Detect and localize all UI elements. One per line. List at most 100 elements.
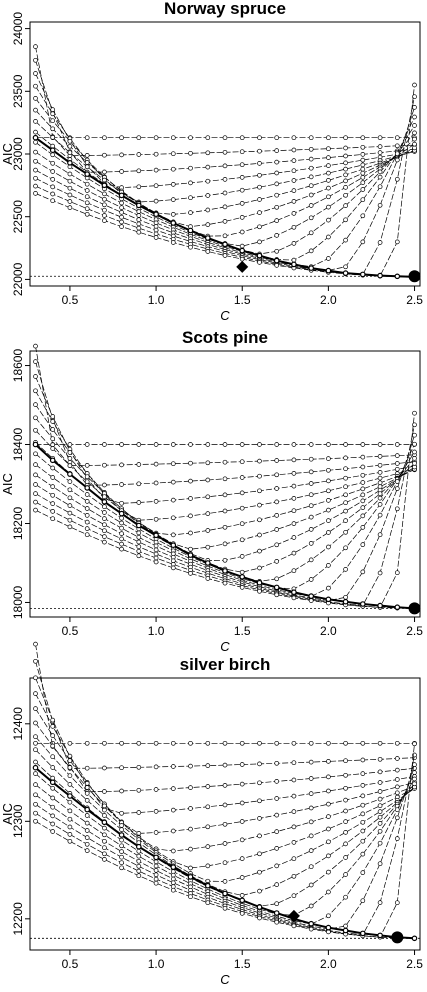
aic-curve-line [35,131,415,247]
aic-curve-point [394,442,400,447]
aic-curve-point [67,517,73,523]
aic-curve-point [326,518,331,523]
aic-curve-point [360,498,366,504]
aic-curve-point [170,880,176,886]
aic-curve-point [274,192,280,198]
aic-curve-point [33,374,38,379]
aic-curve-point [394,466,400,472]
aic-curve-point [274,796,280,801]
highlight-curve-point [222,568,228,574]
aic-curve-point [67,185,73,191]
aic-curve-point [274,592,280,598]
highlight-curve-point [394,273,401,280]
aic-curve-point [136,810,142,815]
aic-curve-point [394,836,400,841]
aic-curve-point [274,882,280,887]
chart-title: silver birch [180,655,271,674]
highlight-curve-point [205,560,211,566]
aic-curve-point [153,480,159,486]
aic-curve-point [50,419,56,424]
aic-curve-point [188,785,193,790]
aic-curve-point [394,784,400,790]
aic-curve-point [412,422,417,428]
y-tick-label: 18200 [11,506,25,540]
aic-curve-point [33,691,38,696]
aic-curve-point [170,212,176,217]
aic-curve-point [170,786,176,791]
aic-curve-point [343,178,348,184]
aic-curve-point [153,235,159,240]
highlight-curve-point [377,272,383,279]
aic-curve-point [360,144,366,150]
aic-curve-point [360,811,366,817]
aic-curve-line [35,390,415,521]
y-tick-label: 23000 [11,137,25,171]
aic-curve-point [343,217,348,223]
aic-curve-point [377,512,383,518]
aic-curve-point [153,880,159,886]
aic-curve-point [153,868,159,873]
aic-curve-point [377,495,383,501]
y-axis-label: AIC [0,143,15,165]
highlight-curve-point [84,171,91,177]
aic-curve-point [84,479,90,485]
aic-curve-point [222,841,228,846]
aic-curve-point [50,829,56,834]
aic-curve-point [308,833,314,839]
aic-curve-point [412,82,417,88]
aic-curve-point [33,427,38,433]
aic-curve-point [136,213,142,218]
y-tick-label: 12400 [11,707,25,741]
aic-curve-point [360,783,366,788]
aic-curve-point [257,915,262,921]
highlight-curve-point [187,552,194,558]
aic-curve-point [412,105,417,110]
aic-curve-point [119,531,124,536]
aic-curve-point [257,442,262,447]
aic-curve-point [222,476,228,482]
aic-curve-point [274,233,280,238]
aic-curve-line [35,661,415,793]
aic-curve-point [343,492,348,498]
aic-curve-point [119,865,124,871]
aic-curve-point [239,505,245,511]
highlight-curve-point [411,935,418,942]
aic-curve-point [153,764,159,770]
aic-curve-point [136,740,142,746]
aic-curve-point [205,763,211,768]
aic-curve-point [102,196,107,202]
aic-curve-point [102,838,107,844]
highlight-curve-point [256,579,263,586]
aic-curve-point [170,828,176,834]
aic-curve-point [50,436,56,442]
aic-curve-point [50,743,56,749]
aic-curve-point [67,171,73,177]
aic-curve-point [274,170,280,176]
aic-curve-point [50,813,56,819]
aic-curve-point [119,210,124,215]
aic-curve-line [35,644,415,769]
aic-curve-point [170,887,176,893]
aic-curve-point [119,837,124,843]
highlight-curve-point [359,601,366,607]
aic-curve-point [188,846,193,852]
aic-curve-point [84,820,90,826]
aic-curve-line [35,98,415,215]
aic-curve-point [360,442,366,447]
aic-curve-point [239,175,245,180]
aic-curve-point [326,507,331,513]
aic-curve-point [257,761,262,767]
aic-curve-point [291,135,297,141]
aic-curve-point [394,815,400,821]
aic-curve-point [153,198,159,204]
aic-curve-point [136,539,142,545]
aic-curve-point [119,135,124,141]
aic-curve-point [308,156,314,162]
aic-curve-point [84,181,90,187]
aic-curve-point [84,841,90,847]
aic-curve-point [136,853,142,859]
aic-curve-point [291,199,297,204]
aic-curve-point [50,446,56,451]
aic-curve-point [33,472,38,478]
aic-curve-point [102,494,107,500]
